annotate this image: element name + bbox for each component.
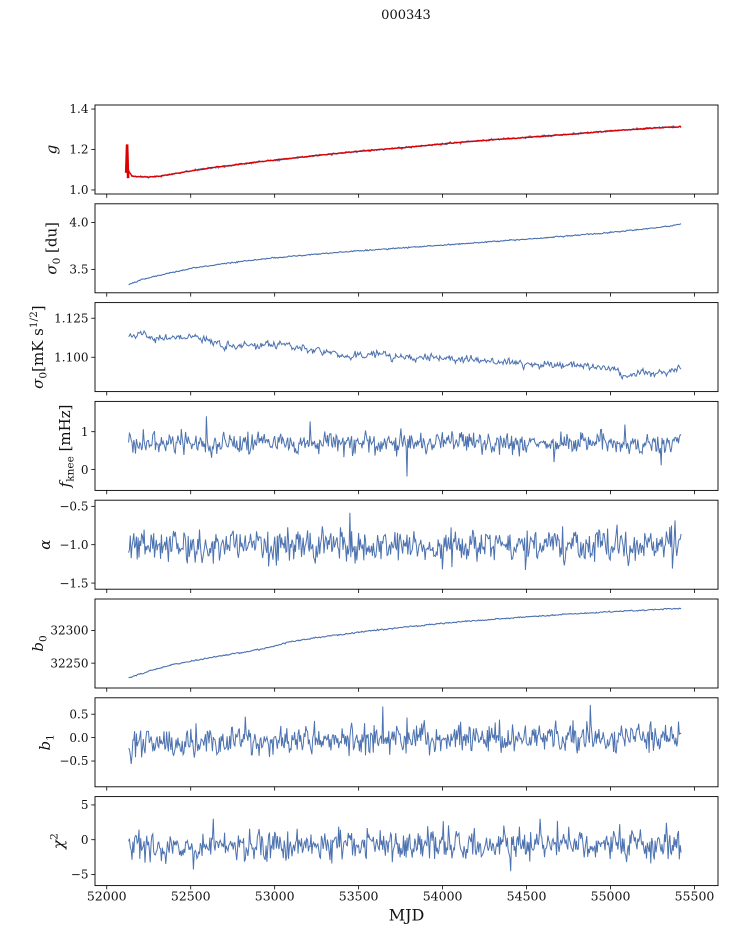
y-tick-label: −1.5 xyxy=(59,576,88,590)
x-tick-label: 55500 xyxy=(675,889,715,904)
x-tick-label: 54000 xyxy=(423,889,463,904)
x-tick-label: 52500 xyxy=(171,889,211,904)
y-axis-label-alpha: α xyxy=(36,540,54,550)
y-tick-label: 0 xyxy=(81,833,89,847)
y-tick-label: 1.0 xyxy=(69,183,88,197)
x-tick-label: 55000 xyxy=(591,889,631,904)
panel-sigma0-du: 3.5 4.0 σ0 [du] xyxy=(43,203,719,297)
panel-sigma0-mks: 1.100 1.125 σ0[mK s1/2] xyxy=(28,302,719,396)
y-tick-label: −0.5 xyxy=(59,500,88,514)
y-tick-label: 1.2 xyxy=(69,143,88,157)
fknee-line xyxy=(128,416,682,477)
y-axis-label-g: g xyxy=(43,145,61,155)
x-tick-label: 53000 xyxy=(255,889,295,904)
y-tick-label: 1.100 xyxy=(54,350,88,364)
y-tick-label: 5 xyxy=(81,798,89,812)
axes-border xyxy=(94,400,719,491)
axes-border xyxy=(94,697,719,788)
y-tick-label: −1.0 xyxy=(59,538,88,552)
y-axis-label-b0: b0 xyxy=(29,635,50,651)
y-tick-label: 1.125 xyxy=(54,311,88,325)
y-tick-label: 0.5 xyxy=(69,707,88,721)
y-axis-label-fknee: fknee [mHz] xyxy=(56,404,77,488)
axes-border xyxy=(94,302,719,393)
b0-line xyxy=(128,607,682,679)
x-tick-label: 52000 xyxy=(87,889,127,904)
x-tick-label: 54500 xyxy=(507,889,547,904)
x-tick-label: 53500 xyxy=(339,889,379,904)
g-fit-line xyxy=(127,125,682,178)
y-axis-label-sigma0-du: σ0 [du] xyxy=(43,222,64,275)
b1-line xyxy=(128,704,682,765)
y-tick-label: 4.0 xyxy=(69,216,88,230)
y-axis-label-b1: b1 xyxy=(36,734,57,750)
g-line xyxy=(128,125,682,179)
sigma0-du-line xyxy=(128,223,682,286)
alpha-line xyxy=(128,512,682,571)
axes-border xyxy=(94,203,719,294)
panel-alpha: −0.5 −1.0 −1.5 α xyxy=(36,500,719,593)
panel-g: 1.0 1.2 1.4 g xyxy=(43,102,719,198)
chi2-line xyxy=(128,818,682,872)
y-tick-label: 32250 xyxy=(50,656,88,670)
sigma0-mks-line xyxy=(128,329,682,381)
panel-chi2: −5 0 5 χ2 xyxy=(48,796,719,890)
y-tick-label: 1 xyxy=(81,425,89,439)
y-tick-label: 32300 xyxy=(50,624,88,638)
y-tick-label: −5 xyxy=(71,868,89,882)
y-axis-label-chi2: χ2 xyxy=(48,833,67,850)
axes-border xyxy=(94,104,719,195)
x-axis-label: MJD xyxy=(389,906,425,925)
y-tick-label: 0 xyxy=(81,463,89,477)
y-tick-label: 0.0 xyxy=(69,731,88,745)
panel-b1: −0.5 0.0 0.5 b1 xyxy=(36,697,719,791)
g-fit-spike xyxy=(124,144,130,179)
y-axis-label-sigma0-mks: σ0[mK s1/2] xyxy=(28,305,50,388)
figure-title: 000343 xyxy=(381,8,431,23)
y-tick-label: 1.4 xyxy=(69,102,88,116)
y-tick-label: 3.5 xyxy=(69,263,88,277)
panel-fknee: 0 1 fknee [mHz] xyxy=(56,400,719,495)
y-tick-label: −0.5 xyxy=(59,754,88,768)
axes-border xyxy=(94,796,719,887)
axes-border xyxy=(94,598,719,689)
